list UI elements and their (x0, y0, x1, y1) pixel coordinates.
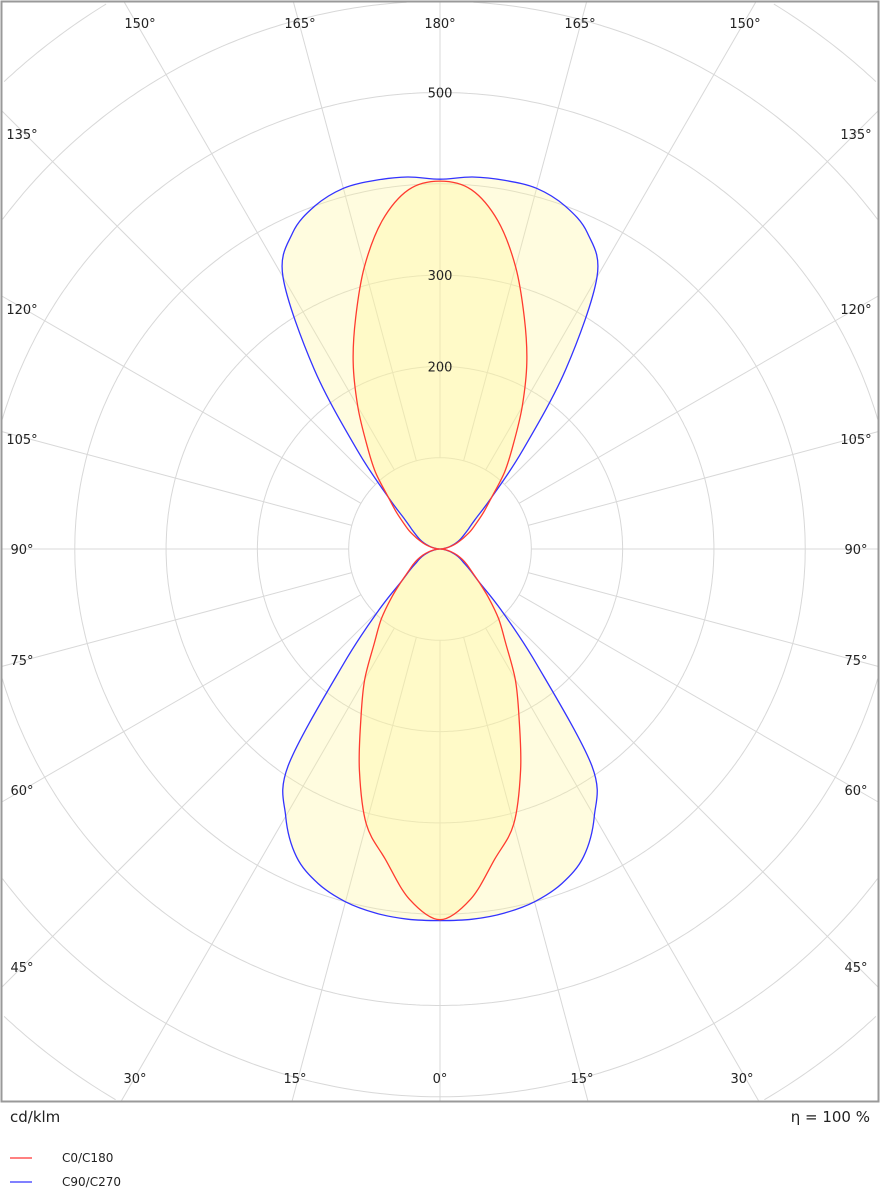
grid-spoke (518, 295, 879, 504)
angle-tick-label: 165° (564, 17, 595, 32)
legend-label: C0/C180 (62, 1151, 114, 1165)
angle-tick-label: 45° (10, 961, 33, 976)
grid-spoke (123, 1, 395, 471)
grid-spoke (485, 1, 757, 471)
angle-tick-label: 150° (124, 17, 155, 32)
angle-tick-label: 75° (10, 654, 33, 669)
legend-label: C90/C270 (62, 1175, 121, 1189)
grid-spoke (1, 431, 352, 526)
grid-spoke (1, 613, 376, 988)
angle-tick-label: 90° (844, 543, 867, 558)
grid-spoke (120, 627, 395, 1102)
angle-tick-label: 75° (844, 654, 867, 669)
radial-tick-labels: 200 300 500 (428, 87, 453, 376)
angle-tick-label: 150° (729, 17, 760, 32)
angle-tick-label: 105° (6, 433, 37, 448)
polar-grid (1, 1, 879, 1102)
legend-item-c90-c270: C90/C270 (10, 1170, 121, 1194)
angle-tick-label: 135° (6, 128, 37, 143)
grid-spoke (485, 627, 760, 1102)
grid-spoke (528, 431, 879, 526)
legend-swatch-c0-c180 (10, 1157, 32, 1159)
radial-tick-label: 500 (428, 87, 453, 102)
angle-tick-labels: 150° 165° 180° 165° 150° 135° 120° 105° 90° 75° 60… (6, 17, 871, 1087)
grid-spoke (528, 572, 879, 667)
angle-tick-label: 135° (840, 128, 871, 143)
curves (281, 176, 599, 922)
grid-spoke (504, 110, 879, 485)
angle-tick-label: 60° (844, 784, 867, 799)
grid-spoke (292, 1, 417, 461)
legend: C0/C180 C90/C270 (10, 1146, 121, 1194)
angle-tick-label: 120° (840, 303, 871, 318)
angle-tick-label: 180° (424, 17, 455, 32)
grid-spoke (463, 637, 589, 1102)
legend-item-c0-c180: C0/C180 (10, 1146, 121, 1170)
angle-tick-label: 165° (284, 17, 315, 32)
angle-tick-label: 90° (10, 543, 33, 558)
grid-spoke (1, 594, 362, 803)
grid-spoke (1, 295, 362, 504)
grid-spoke (518, 594, 879, 803)
polar-intensity-chart: 200 300 500 150° 165° 180° 165° 150° 135° 120° 10… (0, 0, 880, 1103)
radial-tick-label: 200 (428, 360, 453, 375)
angle-tick-label: 45° (844, 961, 867, 976)
unit-label: cd/klm (10, 1108, 61, 1126)
grid-circle (3, 3, 877, 1101)
angle-tick-label: 30° (730, 1072, 753, 1087)
grid-spoke (1, 572, 352, 667)
grid-spoke (291, 637, 417, 1102)
chart-frame (0, 0, 880, 1103)
angle-tick-label: 15° (570, 1072, 593, 1087)
legend-swatch-c90-c270 (10, 1181, 32, 1183)
curve-c90-c270 (281, 176, 599, 922)
efficiency-label: η = 100 % (790, 1108, 870, 1126)
angle-tick-label: 30° (123, 1072, 146, 1087)
angle-tick-label: 0° (433, 1072, 448, 1087)
angle-tick-label: 15° (283, 1072, 306, 1087)
grid-spoke (463, 1, 588, 461)
grid-spoke (1, 110, 376, 485)
radial-tick-label: 300 (428, 269, 453, 284)
curve-fill-c0-c180 (353, 181, 527, 920)
curve-c0-c180 (352, 180, 528, 921)
grid-spoke (504, 613, 879, 988)
angle-tick-label: 120° (6, 303, 37, 318)
angle-tick-label: 105° (840, 433, 871, 448)
angle-tick-label: 60° (10, 784, 33, 799)
